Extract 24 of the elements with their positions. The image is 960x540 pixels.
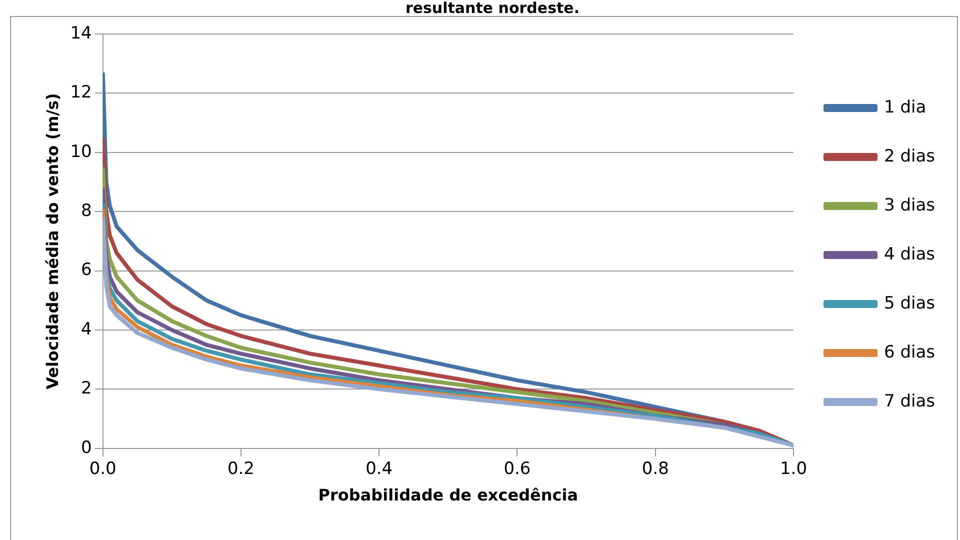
x-tick-label: 0.0 [89,459,116,480]
y-tick-label: 14 [70,23,92,44]
x-axis-title: Probabilidade de excedência [318,486,578,505]
y-tick-label: 12 [70,82,92,103]
x-tick-label: 0.6 [504,459,531,480]
x-tick-label: 0.8 [642,459,669,480]
y-tick-label: 8 [81,201,92,222]
x-tick-label: 0.2 [227,459,254,480]
chart-title: resultante nordeste. [405,0,580,17]
x-tick-label: 1.0 [780,459,808,480]
legend-label: 7 dias [884,391,936,412]
y-tick-label: 10 [70,142,92,162]
y-axis-title: Velocidade média do vento (m/s) [42,93,62,390]
y-tick-label: 6 [81,260,92,280]
y-tick-label: 2 [81,378,92,399]
y-tick-label: 4 [81,319,92,340]
x-tick-label: 0.4 [366,459,393,480]
legend-label: 1 dia [884,97,926,118]
legend-label: 4 dias [884,244,936,264]
legend-label: 6 dias [884,342,936,362]
y-tick-label: 0 [81,438,92,458]
legend-label: 2 dias [884,146,936,166]
legend-label: 3 dias [884,195,936,216]
legend-label: 5 dias [884,293,936,314]
